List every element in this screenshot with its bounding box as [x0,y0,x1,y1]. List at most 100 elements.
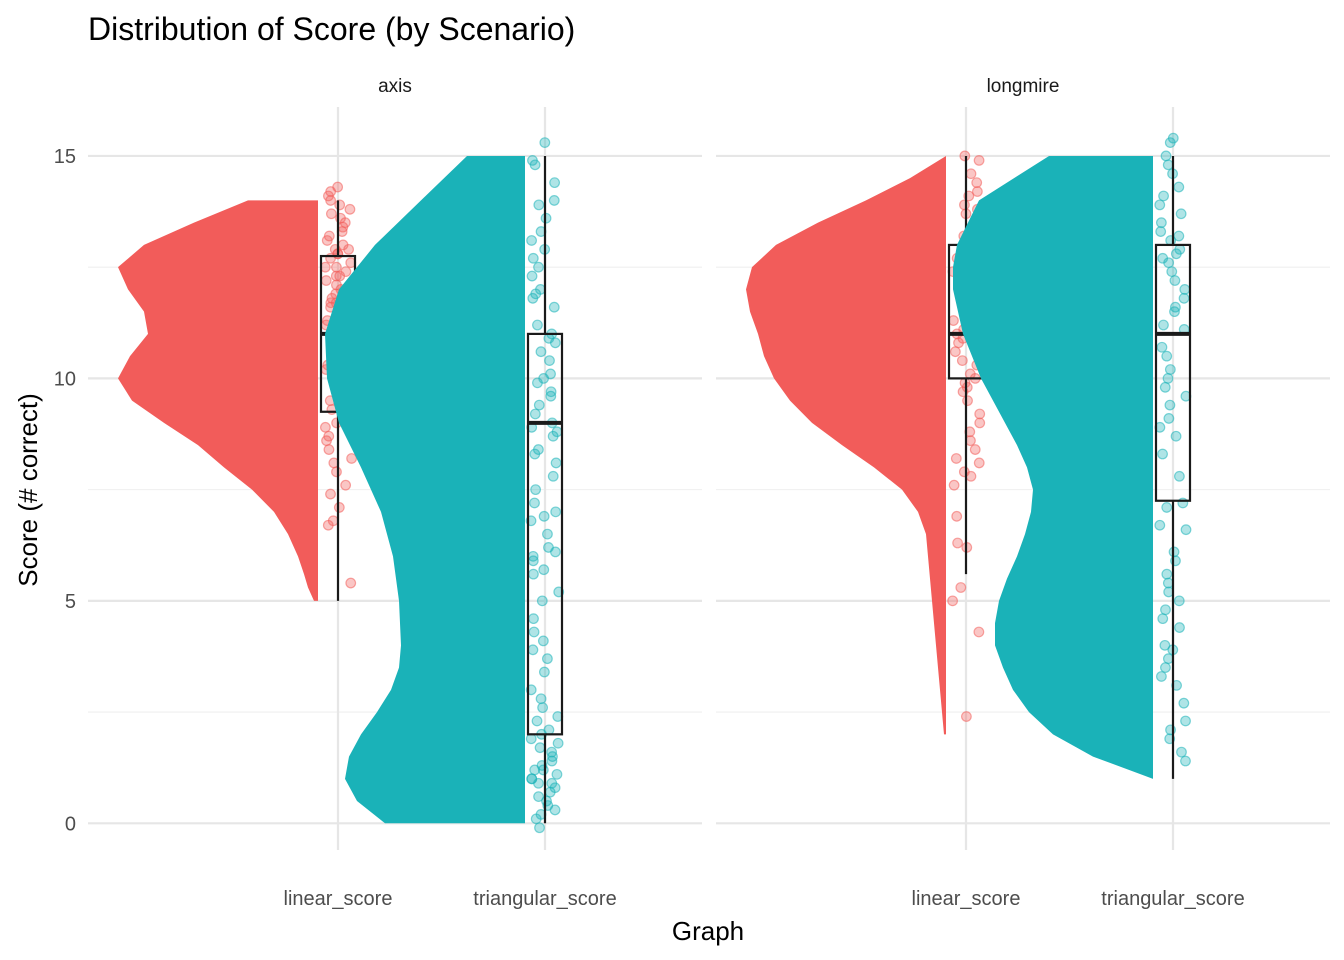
data-point [1154,199,1166,211]
data-point [323,444,335,455]
data-point [959,150,971,162]
data-point [546,746,558,758]
data-point [548,195,560,206]
data-point [544,786,556,798]
data-point [1162,372,1174,384]
data-point [1158,319,1169,331]
data-point [528,568,539,580]
data-point [537,702,549,714]
box-iqr [1154,243,1192,502]
data-point [956,355,968,366]
data-point [1175,208,1187,220]
data-point [526,773,538,785]
data-point [948,479,960,491]
data-point [1170,248,1182,260]
data-point [1176,746,1187,758]
data-point [533,791,544,803]
data-point [551,768,563,780]
data-point [1170,430,1182,442]
data-point [1179,284,1191,295]
data-point [340,479,352,491]
data-point [1173,595,1185,607]
data-point [1155,217,1167,229]
data-point [1173,181,1185,193]
data-point [1169,275,1181,286]
data-point [527,252,539,264]
data-point [1162,653,1174,665]
y-tick-label: 5 [65,591,76,613]
data-point [974,408,986,420]
chart-title: Distribution of Score (by Scenario) [88,11,575,47]
data-point [539,137,551,148]
y-tick-label: 15 [54,146,76,168]
data-point [1160,662,1171,673]
data-point [331,466,342,478]
data-point [337,239,349,251]
data-point [961,711,972,722]
y-axis-title: Score (# correct) [13,393,43,587]
data-point [1180,755,1191,767]
density-cloud-linear_score [746,155,946,735]
data-point [334,199,346,211]
y-tick-label: 10 [54,368,76,390]
data-point [1163,413,1175,424]
x-tick-label: triangular_score [1101,888,1244,910]
data-point [973,154,985,166]
data-point [537,764,549,776]
data-point [1156,341,1168,353]
data-point [546,755,558,767]
data-point [1157,613,1169,625]
data-point [1155,226,1167,237]
data-point [1161,502,1173,513]
box-iqr [526,332,564,736]
data-point [527,154,538,166]
data-point [331,261,342,273]
data-point [1159,639,1171,651]
data-point [530,484,542,496]
data-point [527,644,539,656]
data-point [1167,132,1179,144]
data-point [1164,399,1176,411]
data-point [973,626,985,638]
data-point [538,510,550,522]
data-point [534,742,546,754]
data-point [949,346,961,358]
data-point [549,177,561,189]
data-point [1166,266,1178,278]
data-point [971,177,983,189]
data-point [1169,301,1181,313]
data-point [333,502,345,513]
data-point [955,582,967,593]
data-point [1159,381,1171,393]
data-point [528,626,540,638]
data-point [533,399,545,411]
data-point [320,275,332,286]
data-point [322,519,334,531]
data-point [1180,715,1191,727]
data-point [962,395,973,407]
data-point [950,453,962,464]
data-point [550,457,562,469]
data-point [1160,604,1171,616]
data-point [1157,252,1169,264]
data-point [535,284,546,295]
data-point [1180,524,1192,536]
data-point [534,822,545,834]
data-point [965,168,977,180]
data-point [538,564,550,576]
data-point [971,186,983,197]
data-point [969,444,981,455]
x-tick-label: linear_score [284,888,393,910]
data-point [528,613,539,625]
facet-strip-label: axis [378,76,412,97]
data-point [527,555,539,567]
data-point [538,666,550,678]
data-point [1154,519,1166,531]
data-point [325,195,337,206]
data-point [345,577,357,589]
data-point [323,230,335,242]
data-point [536,595,548,607]
data-point [533,261,544,273]
